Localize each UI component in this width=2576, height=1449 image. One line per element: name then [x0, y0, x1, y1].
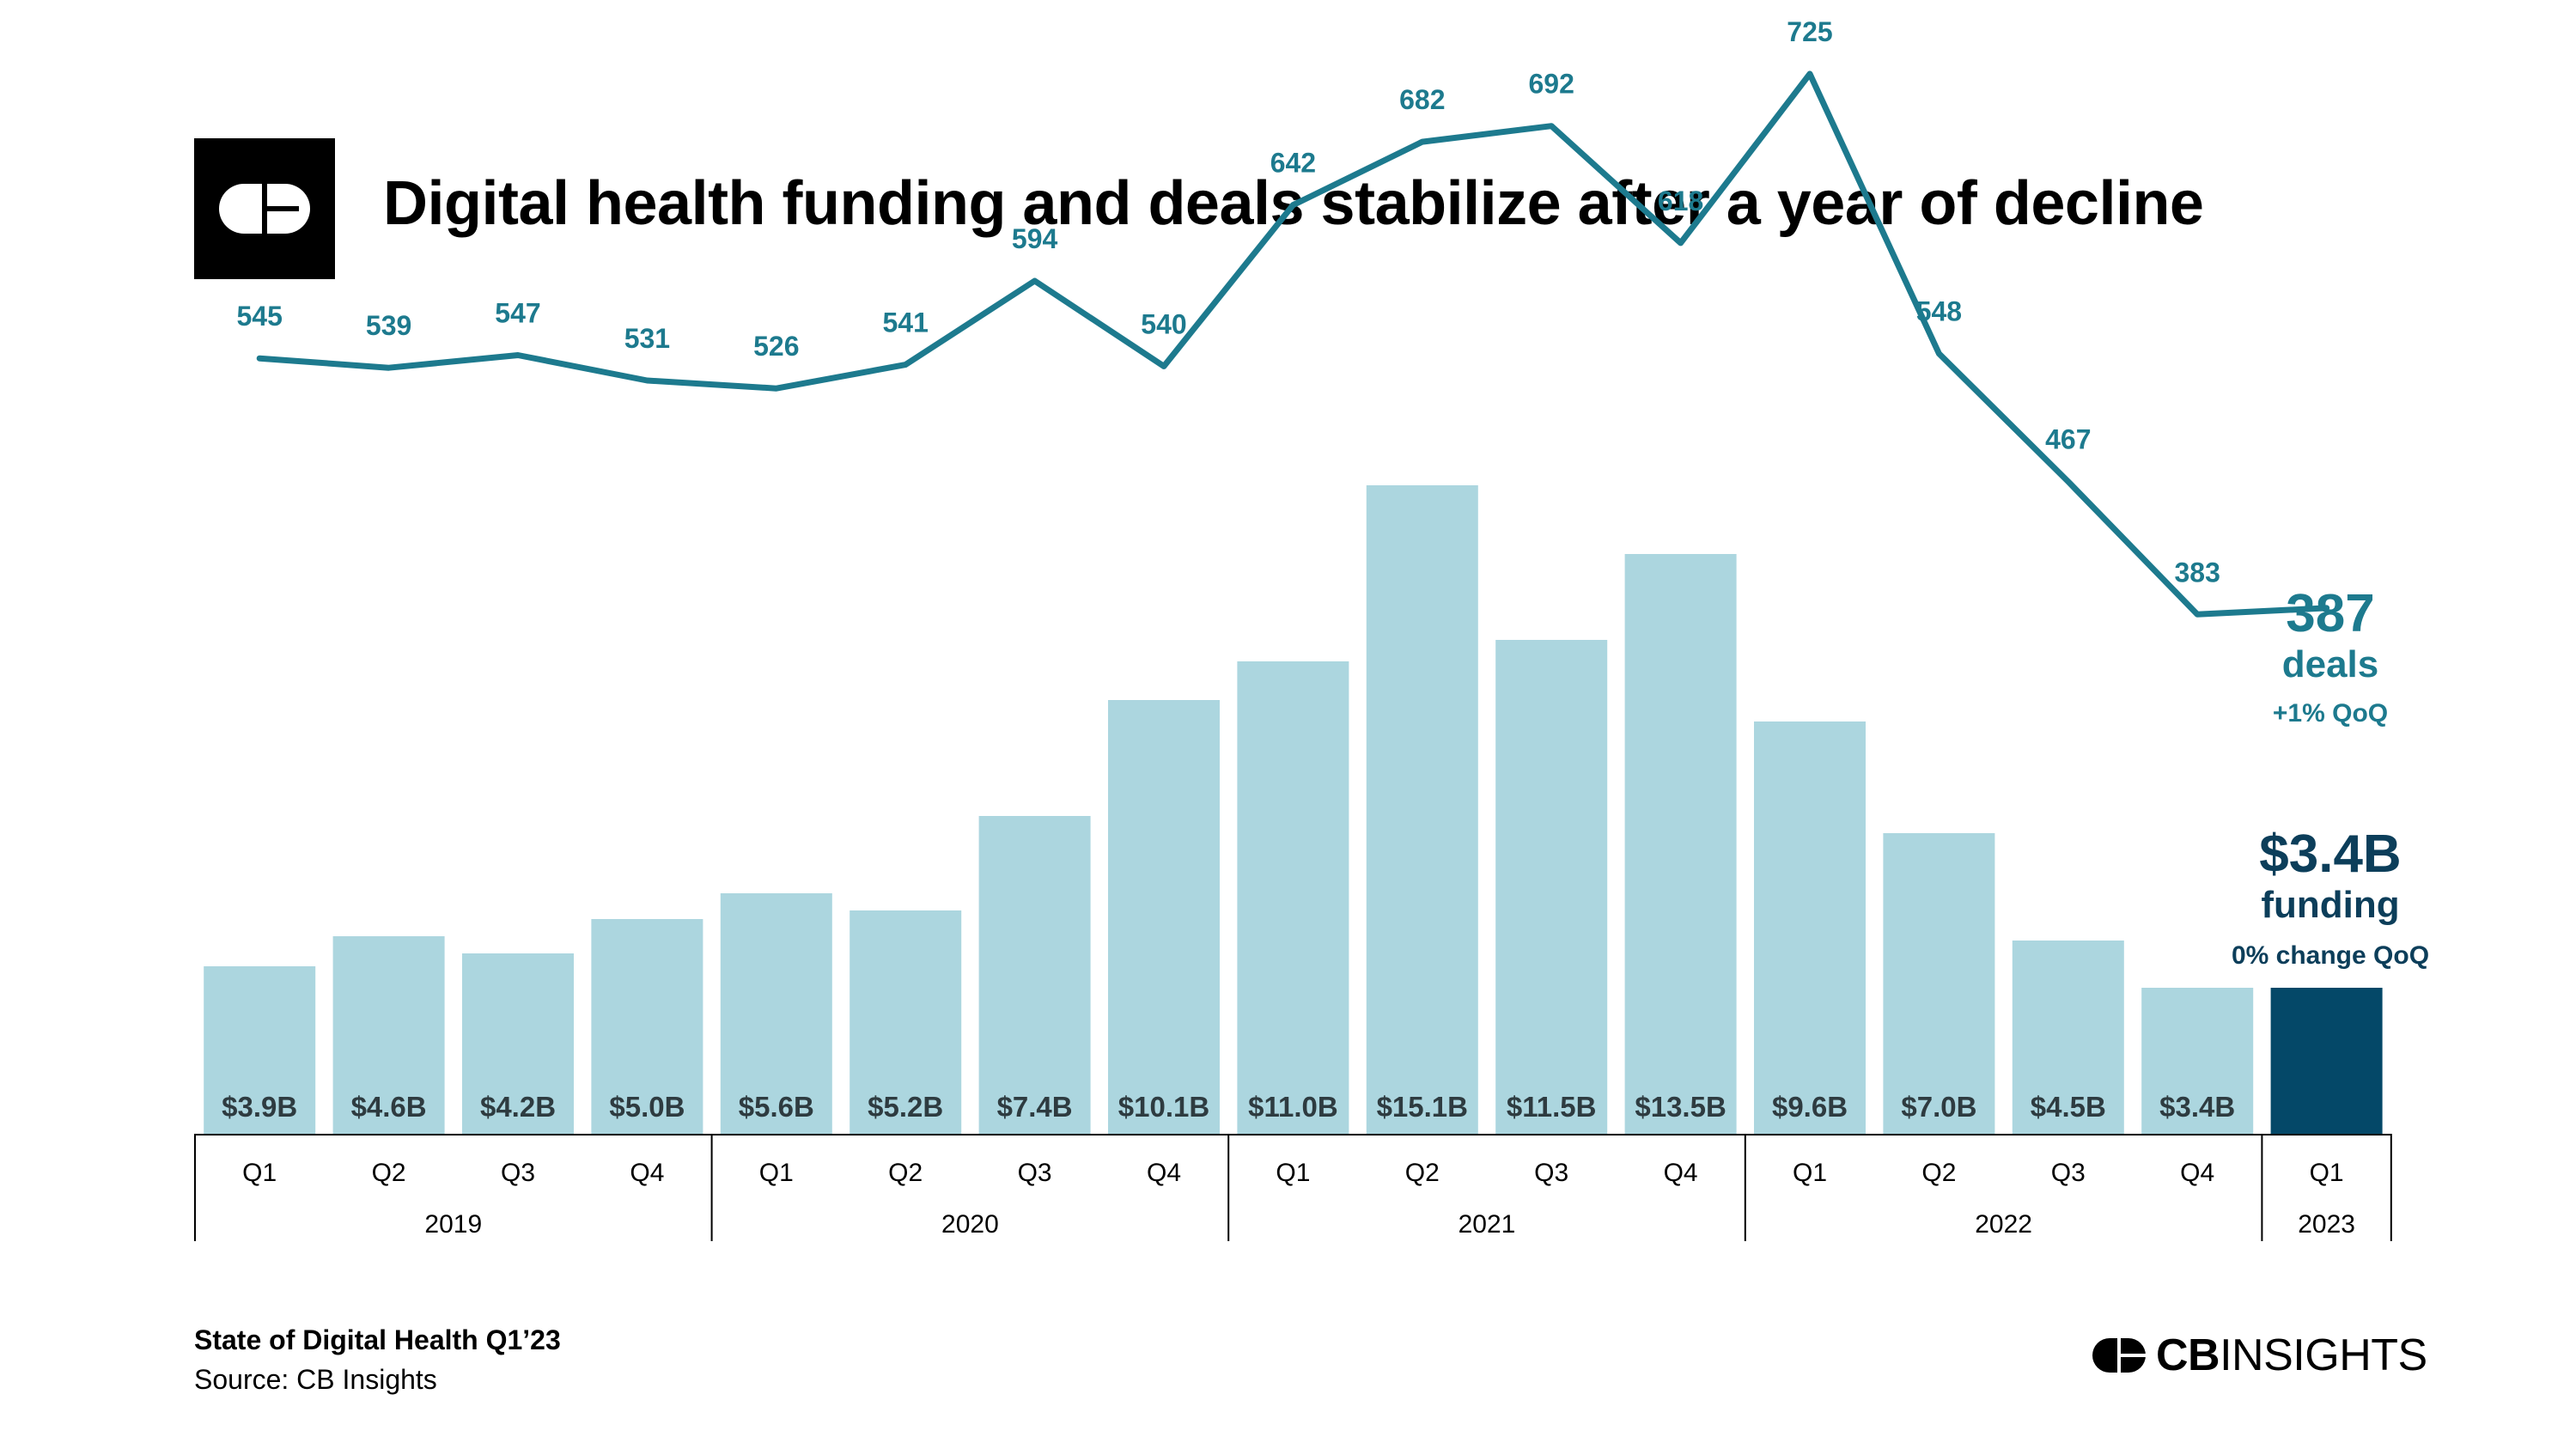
cb-logo-box — [194, 138, 335, 279]
funding-callout-label: funding — [2261, 884, 2399, 926]
funding-bar-label: $9.6B — [1772, 1091, 1848, 1123]
funding-callout-value: $3.4B — [2259, 825, 2401, 884]
funding-bar-label: $13.5B — [1635, 1091, 1726, 1123]
quarter-tick-label: Q4 — [1147, 1159, 1181, 1187]
funding-bar-label: $4.6B — [351, 1091, 427, 1123]
deals-point-label: 692 — [1529, 69, 1574, 100]
funding-bar-label: $11.5B — [1507, 1091, 1597, 1123]
funding-bar-label: $5.2B — [868, 1091, 943, 1123]
funding-bar — [1495, 640, 1608, 1134]
quarter-tick-label: Q1 — [2310, 1159, 2344, 1187]
funding-bar-label: $7.0B — [1901, 1091, 1976, 1123]
funding-bar-label: $5.0B — [609, 1091, 685, 1123]
footer-report-title: State of Digital Health Q1’23 — [194, 1324, 561, 1355]
year-label: 2020 — [941, 1210, 999, 1239]
deals-point-label: 594 — [1012, 223, 1058, 254]
deals-callout-value: 387 — [2286, 584, 2374, 643]
year-label: 2019 — [424, 1210, 482, 1239]
quarter-tick-label: Q3 — [2051, 1159, 2086, 1187]
funding-bar — [591, 919, 703, 1134]
funding-bar — [2012, 941, 2124, 1134]
quarter-tick-label: Q1 — [759, 1159, 794, 1187]
quarter-tick-label: Q1 — [1793, 1159, 1827, 1187]
funding-bar — [2270, 988, 2383, 1134]
deals-line-path — [256, 70, 2330, 618]
funding-bar — [462, 953, 574, 1134]
footer-source: Source: CB Insights — [194, 1364, 437, 1395]
funding-bar — [1754, 721, 1866, 1134]
funding-bar-label: $3.4B — [2159, 1091, 2235, 1123]
quarter-tick-label: Q2 — [372, 1159, 406, 1187]
deals-point-label: 642 — [1270, 148, 1316, 179]
deals-point-label: 540 — [1141, 308, 1186, 339]
brand-bold: CB — [2156, 1330, 2220, 1380]
funding-bar-label: $7.4B — [997, 1091, 1073, 1123]
funding-bar-label: $10.1B — [1118, 1091, 1209, 1123]
quarter-tick-label: Q4 — [2180, 1159, 2214, 1187]
year-label: 2022 — [1975, 1210, 2032, 1239]
cb-insights-brand: CBINSIGHTS — [2092, 1330, 2427, 1381]
funding-bar-label: $15.1B — [1377, 1091, 1468, 1123]
deals-callout-change: +1% QoQ — [2273, 699, 2388, 728]
quarter-tick-label: Q3 — [501, 1159, 535, 1187]
funding-bar-label: $4.5B — [2031, 1091, 2106, 1123]
deals-line: 545 539 547 531 526 541 594 540 642 682 692 618 725 5… — [237, 16, 2330, 618]
quarter-tick-label: Q1 — [242, 1159, 277, 1187]
deals-point-label: 526 — [753, 331, 799, 362]
funding-bar — [1883, 833, 1995, 1134]
quarter-tick-label: Q1 — [1276, 1159, 1310, 1187]
funding-bar-label: $11.0B — [1248, 1091, 1338, 1123]
quarter-tick-label: Q3 — [1534, 1159, 1568, 1187]
deals-point-label: 383 — [2175, 557, 2220, 588]
quarter-tick-label: Q3 — [1018, 1159, 1052, 1187]
funding-bar — [1108, 700, 1220, 1134]
funding-bar-label: $3.9B — [222, 1091, 297, 1123]
funding-bar — [332, 936, 445, 1134]
callouts: 387 deals +1% QoQ $3.4B funding 0% chang… — [2232, 584, 2429, 970]
year-label: 2021 — [1459, 1210, 1516, 1239]
quarter-tick-label: Q2 — [1921, 1159, 1956, 1187]
deals-point-label: 725 — [1787, 16, 1832, 47]
deals-point-label: 547 — [495, 298, 540, 329]
deals-point-label: 539 — [366, 310, 411, 341]
quarter-tick-label: Q4 — [630, 1159, 664, 1187]
brand-wordmark: CBINSIGHTS — [2156, 1330, 2427, 1381]
funding-callout-change: 0% change QoQ — [2232, 941, 2429, 970]
funding-bar — [850, 910, 962, 1134]
funding-bar — [204, 966, 316, 1134]
deals-point-label: 541 — [883, 307, 929, 338]
funding-bar — [978, 816, 1091, 1134]
funding-bar — [720, 893, 832, 1134]
deals-point-label: 618 — [1658, 186, 1703, 216]
funding-bar — [1624, 554, 1737, 1134]
quarter-tick-label: Q2 — [1405, 1159, 1440, 1187]
funding-bar — [1237, 661, 1349, 1134]
deals-point-label: 531 — [624, 323, 670, 354]
deals-point-label: 545 — [237, 301, 283, 332]
funding-bar — [1366, 485, 1478, 1134]
funding-bars: $3.9B $4.6B $4.2B $5.0B $5.6B $5.2B $7.4B $10.1… — [204, 485, 2383, 1134]
cb-brand-icon — [2092, 1338, 2146, 1373]
funding-bar-label: $4.2B — [480, 1091, 556, 1123]
deals-point-label: 467 — [2045, 424, 2091, 455]
quarter-tick-label: Q2 — [888, 1159, 923, 1187]
deals-point-label: 682 — [1399, 84, 1445, 115]
funding-bar-label: $5.6B — [739, 1091, 814, 1123]
quarter-tick-label: Q4 — [1664, 1159, 1698, 1187]
year-label: 2023 — [2298, 1210, 2355, 1239]
funding-bar — [2141, 988, 2254, 1134]
cb-logo-icon — [219, 181, 310, 236]
brand-rest: INSIGHTS — [2220, 1330, 2427, 1380]
x-axis: Q1 Q2 Q3 Q4 Q1 Q2 Q3 Q4 Q1 Q2 Q3 Q4 Q1 Q2 Q3 Q4 Q1 2019 20… — [194, 1134, 2392, 1241]
deals-point-label: 548 — [1916, 296, 1962, 327]
deals-callout-label: deals — [2282, 643, 2379, 685]
